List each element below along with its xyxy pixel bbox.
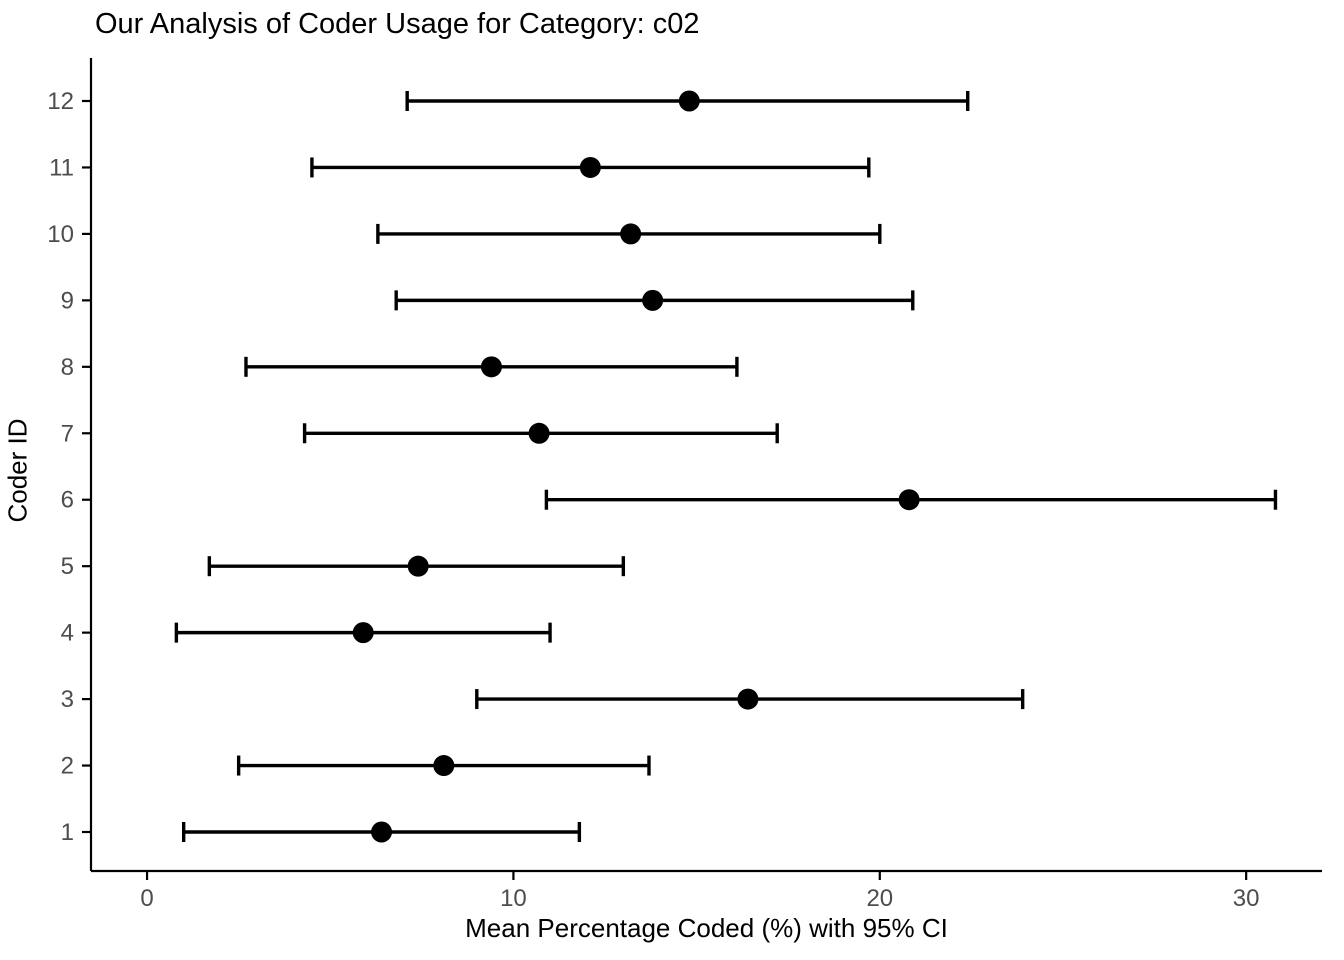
y-tick-label: 7 <box>61 420 74 447</box>
y-tick-label: 11 <box>49 154 74 181</box>
y-tick-label: 9 <box>61 287 74 314</box>
y-tick-label: 12 <box>47 88 74 115</box>
y-tick-label: 6 <box>61 487 74 514</box>
mean-point <box>737 688 759 710</box>
y-tick-label: 1 <box>61 819 74 846</box>
y-tick-label: 5 <box>61 553 74 580</box>
mean-point <box>620 223 642 245</box>
mean-point <box>579 156 601 178</box>
y-tick-label: 8 <box>61 354 74 381</box>
mean-point <box>898 489 920 511</box>
x-tick-label: 10 <box>500 885 527 912</box>
y-axis-title: Coder ID <box>2 418 33 523</box>
x-axis-title: Mean Percentage Coded (%) with 95% CI <box>465 913 948 943</box>
x-tick-label: 20 <box>866 885 893 912</box>
x-tick-label: 0 <box>140 885 153 912</box>
mean-point <box>528 422 550 444</box>
chart-title: Our Analysis of Coder Usage for Category… <box>95 8 700 40</box>
y-tick-label: 2 <box>61 753 74 780</box>
mean-point <box>480 356 502 378</box>
mean-point <box>352 622 374 644</box>
mean-point <box>433 755 455 777</box>
y-tick-label: 3 <box>61 686 74 713</box>
mean-point <box>371 821 393 843</box>
mean-point <box>678 90 700 112</box>
mean-point <box>642 289 664 311</box>
mean-point <box>407 555 429 577</box>
x-tick-label: 30 <box>1233 885 1260 912</box>
y-tick-label: 10 <box>47 221 74 248</box>
y-tick-label: 4 <box>61 620 74 647</box>
